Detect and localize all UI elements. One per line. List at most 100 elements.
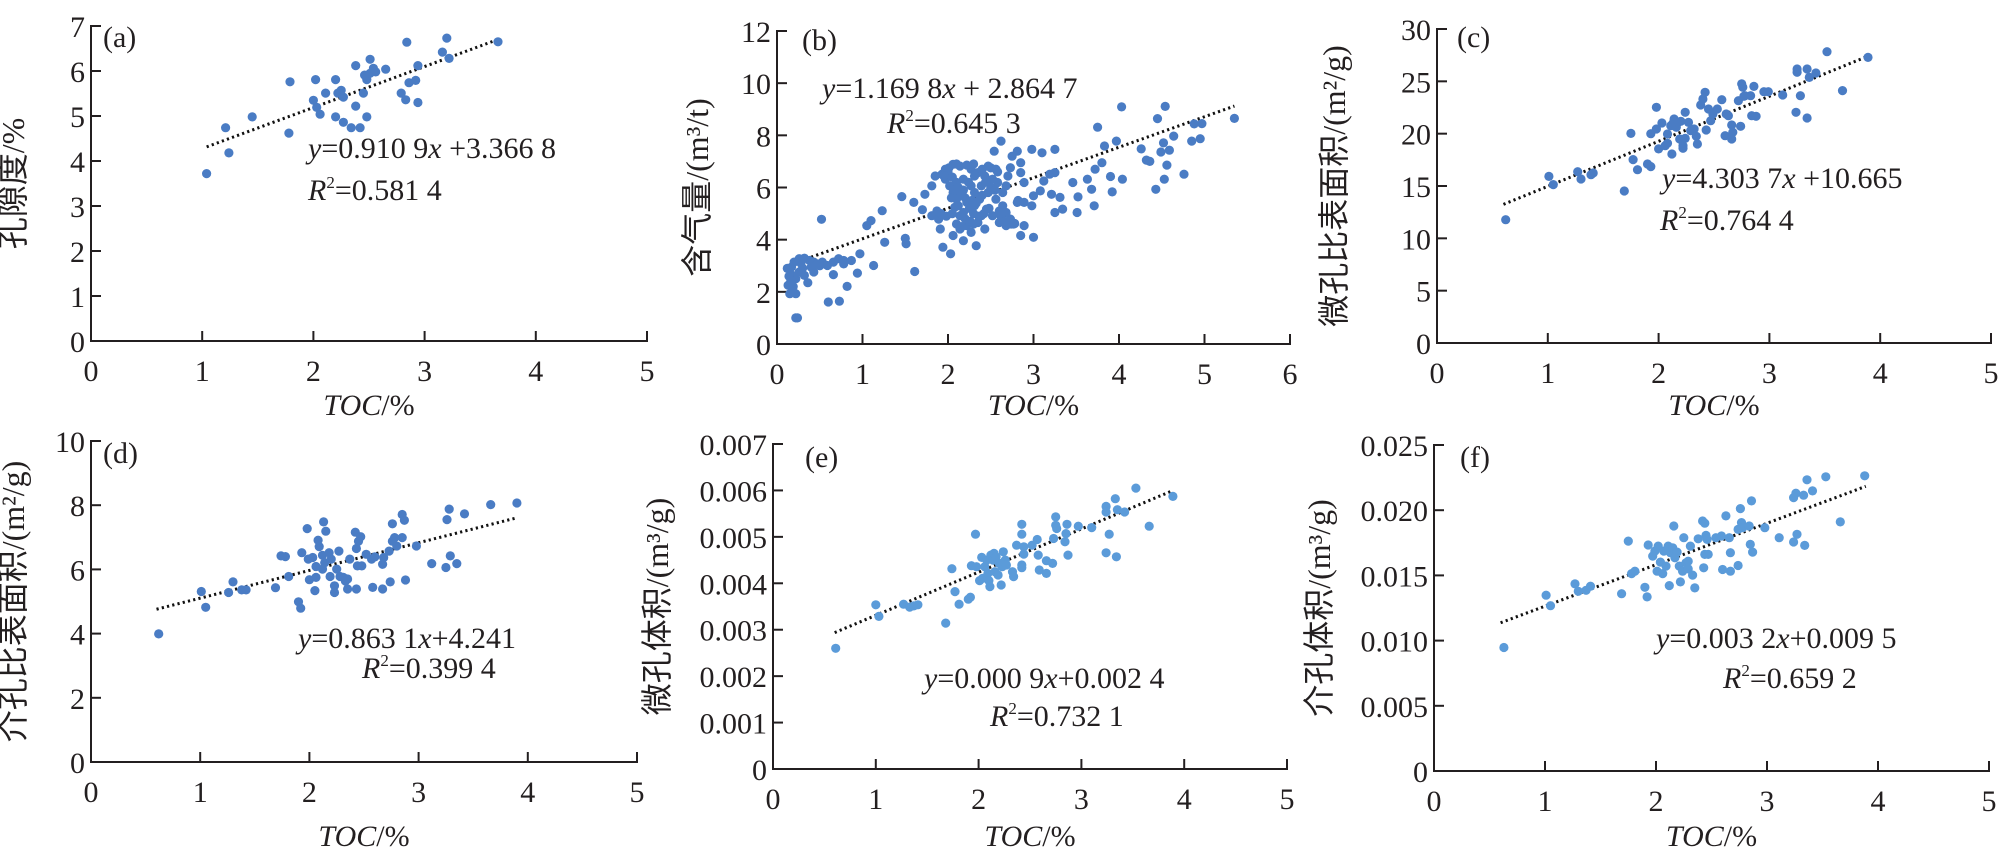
data-point <box>1003 171 1013 181</box>
data-point <box>1723 111 1733 121</box>
panel-label: (e) <box>805 441 838 474</box>
data-point <box>1197 119 1207 129</box>
data-point <box>1646 162 1656 172</box>
x-tick-label: 1 <box>193 776 208 809</box>
data-point <box>397 533 407 543</box>
data-point <box>897 192 907 202</box>
data-point <box>958 185 969 195</box>
data-point <box>1156 147 1166 157</box>
data-point <box>831 643 841 653</box>
x-tick-label: 3 <box>417 355 432 388</box>
data-point <box>413 97 423 108</box>
data-point <box>329 581 340 591</box>
data-point <box>1811 68 1821 78</box>
data-point <box>314 542 324 552</box>
data-point <box>296 603 306 613</box>
data-point <box>345 554 355 564</box>
data-point <box>977 164 987 174</box>
data-point <box>1716 531 1727 541</box>
data-point <box>1573 167 1583 177</box>
data-point <box>993 177 1003 188</box>
data-point <box>1229 113 1239 123</box>
regression-equation: y=1.169 8x + 2.864 7 <box>819 72 1078 105</box>
data-point <box>1712 104 1722 114</box>
data-point <box>312 102 322 112</box>
data-point <box>1651 124 1661 134</box>
data-point <box>1669 521 1679 531</box>
y-tick-label: 0.010 <box>1361 626 1429 659</box>
data-point <box>1017 529 1027 539</box>
data-point <box>1012 540 1022 550</box>
data-point <box>957 222 967 232</box>
data-point <box>1749 81 1759 91</box>
x-axis-title-var: TOC <box>1666 820 1725 853</box>
data-point <box>321 88 331 98</box>
data-point <box>1019 549 1029 559</box>
panel-label: (d) <box>103 437 138 470</box>
data-point <box>1131 483 1141 493</box>
r-squared: R2=0.399 4 <box>361 651 496 685</box>
data-point <box>1136 144 1146 154</box>
data-point <box>1657 118 1667 128</box>
data-point <box>828 270 839 280</box>
data-point <box>791 289 801 299</box>
data-point <box>1630 566 1640 576</box>
data-point <box>378 584 388 594</box>
y-tick-label: 0.025 <box>1361 430 1429 463</box>
data-point <box>1664 581 1674 591</box>
data-point <box>993 570 1003 580</box>
data-point <box>1187 136 1197 146</box>
r-squared: R2=0.659 2 <box>1722 661 1857 695</box>
x-tick-label: 4 <box>520 776 535 809</box>
data-point <box>1699 563 1709 573</box>
data-point <box>1700 87 1710 97</box>
data-point <box>946 249 956 259</box>
data-point <box>1013 195 1023 206</box>
data-point <box>1111 136 1121 146</box>
data-point <box>913 600 923 610</box>
panel-label: (a) <box>103 21 136 54</box>
y-tick-label: 15 <box>1401 171 1431 204</box>
data-point <box>452 559 462 569</box>
x-tick-label: 2 <box>306 355 321 388</box>
data-point <box>1802 64 1812 74</box>
axes-a <box>90 25 648 342</box>
data-point <box>325 571 335 582</box>
data-point <box>796 258 806 268</box>
y-tick-label: 8 <box>70 490 85 523</box>
x-axis-title: TOC/% <box>318 820 409 853</box>
data-point <box>1001 181 1011 191</box>
data-point <box>297 548 307 558</box>
trendline <box>800 104 1235 263</box>
data-point <box>954 599 964 609</box>
x-axis-title: TOC/% <box>1666 820 1757 853</box>
y-tick-label: 6 <box>70 554 85 587</box>
data-point <box>1675 577 1685 587</box>
x-tick-label: 2 <box>1651 357 1666 390</box>
data-point <box>951 159 962 169</box>
data-point <box>1807 486 1818 496</box>
data-point <box>1012 146 1022 156</box>
data-point <box>1093 122 1103 132</box>
y-axis-title: 孔隙度/% <box>0 118 31 250</box>
data-point <box>331 112 341 122</box>
data-point <box>871 600 881 610</box>
data-point <box>334 546 344 556</box>
data-point <box>441 562 451 573</box>
regression-equation: y=0.910 9x +3.366 8 <box>305 132 556 165</box>
data-point <box>987 211 998 221</box>
y-tick-label: 12 <box>741 16 771 49</box>
data-point <box>1692 139 1702 149</box>
y-tick-label: 1 <box>70 281 85 314</box>
data-point <box>1617 589 1627 599</box>
y-tick-label: 0.005 <box>1361 691 1429 724</box>
data-point <box>390 533 400 543</box>
data-point <box>806 262 816 272</box>
data-point <box>1690 583 1700 593</box>
data-point <box>1576 174 1586 184</box>
data-point <box>1089 201 1099 211</box>
data-point <box>941 618 951 628</box>
data-point <box>1678 143 1688 153</box>
